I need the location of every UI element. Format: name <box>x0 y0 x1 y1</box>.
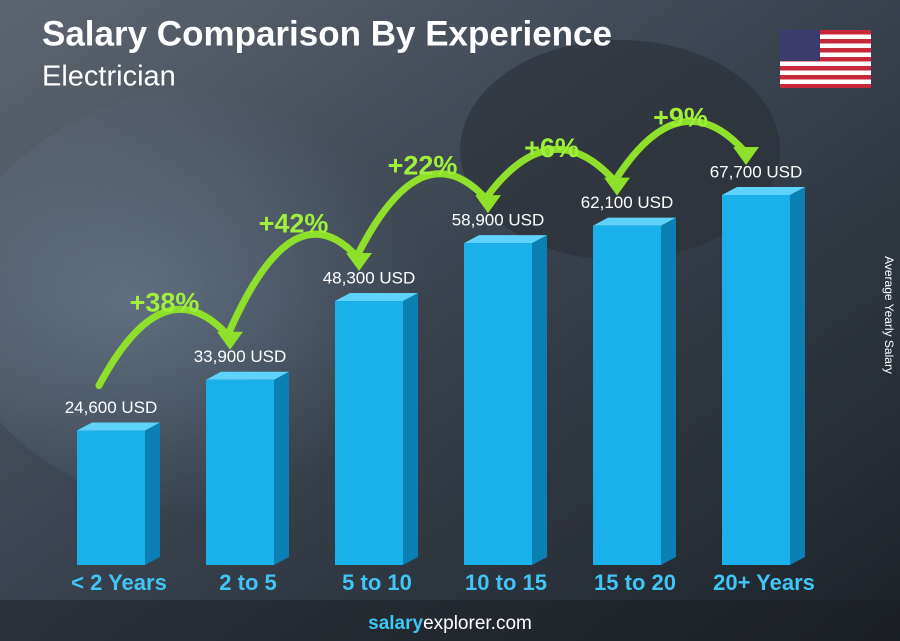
bar-top <box>206 371 289 380</box>
change-label: +38% <box>130 287 200 317</box>
change-arrowhead <box>217 331 243 350</box>
change-label: +42% <box>259 209 329 239</box>
source-brand: salary <box>368 613 423 634</box>
x-tick-label: 10 to 15 <box>465 570 547 595</box>
change-arrowhead <box>733 147 759 165</box>
y-axis-label: Average Yearly Salary <box>882 256 896 374</box>
bar <box>77 430 145 565</box>
bar-side <box>532 235 547 565</box>
change-arrowhead <box>346 253 372 272</box>
x-tick-label: 5 to 10 <box>342 570 412 595</box>
change-label: +22% <box>388 151 458 181</box>
change-arrow <box>611 117 750 185</box>
change-arrowhead <box>475 195 501 214</box>
value-label: 48,300 USD <box>323 269 416 288</box>
bar <box>593 225 661 566</box>
chart-subtitle: Electrician <box>42 61 176 93</box>
value-label: 33,900 USD <box>194 347 287 366</box>
change-arrow <box>482 146 621 202</box>
x-tick-label: 2 to 5 <box>219 570 276 595</box>
bar-side <box>790 187 805 565</box>
bar-side <box>274 371 289 565</box>
bar-side <box>145 422 160 565</box>
value-label: 67,700 USD <box>710 162 803 181</box>
bar-top <box>335 293 418 302</box>
x-tick-label: < 2 Years <box>71 570 167 595</box>
bar-top <box>464 235 547 244</box>
bar <box>335 301 403 565</box>
bar-side <box>403 293 418 565</box>
bar-top <box>593 217 676 226</box>
value-label: 24,600 USD <box>65 398 158 417</box>
change-arrow <box>95 305 234 390</box>
change-arrow <box>224 230 363 339</box>
change-label: +6% <box>524 133 579 163</box>
value-label: 62,100 USD <box>581 193 674 212</box>
bar <box>722 195 790 565</box>
bar <box>206 379 274 565</box>
value-label: 58,900 USD <box>452 211 545 230</box>
change-arrow <box>353 170 492 260</box>
source-domain: explorer.com <box>423 613 532 634</box>
bar-side <box>661 217 676 566</box>
x-tick-label: 20+ Years <box>713 570 815 595</box>
background-shape <box>460 40 780 260</box>
change-arrowhead <box>604 177 630 196</box>
chart-title: Salary Comparison By Experience <box>42 14 612 53</box>
bar-top <box>722 187 805 195</box>
bar-top <box>77 422 160 431</box>
footer-band <box>0 600 900 641</box>
source: salaryexplorer.com <box>368 613 532 634</box>
flag <box>780 30 871 88</box>
x-tick-label: 15 to 20 <box>594 570 676 595</box>
change-label: +9% <box>653 103 708 133</box>
bar <box>464 243 532 565</box>
